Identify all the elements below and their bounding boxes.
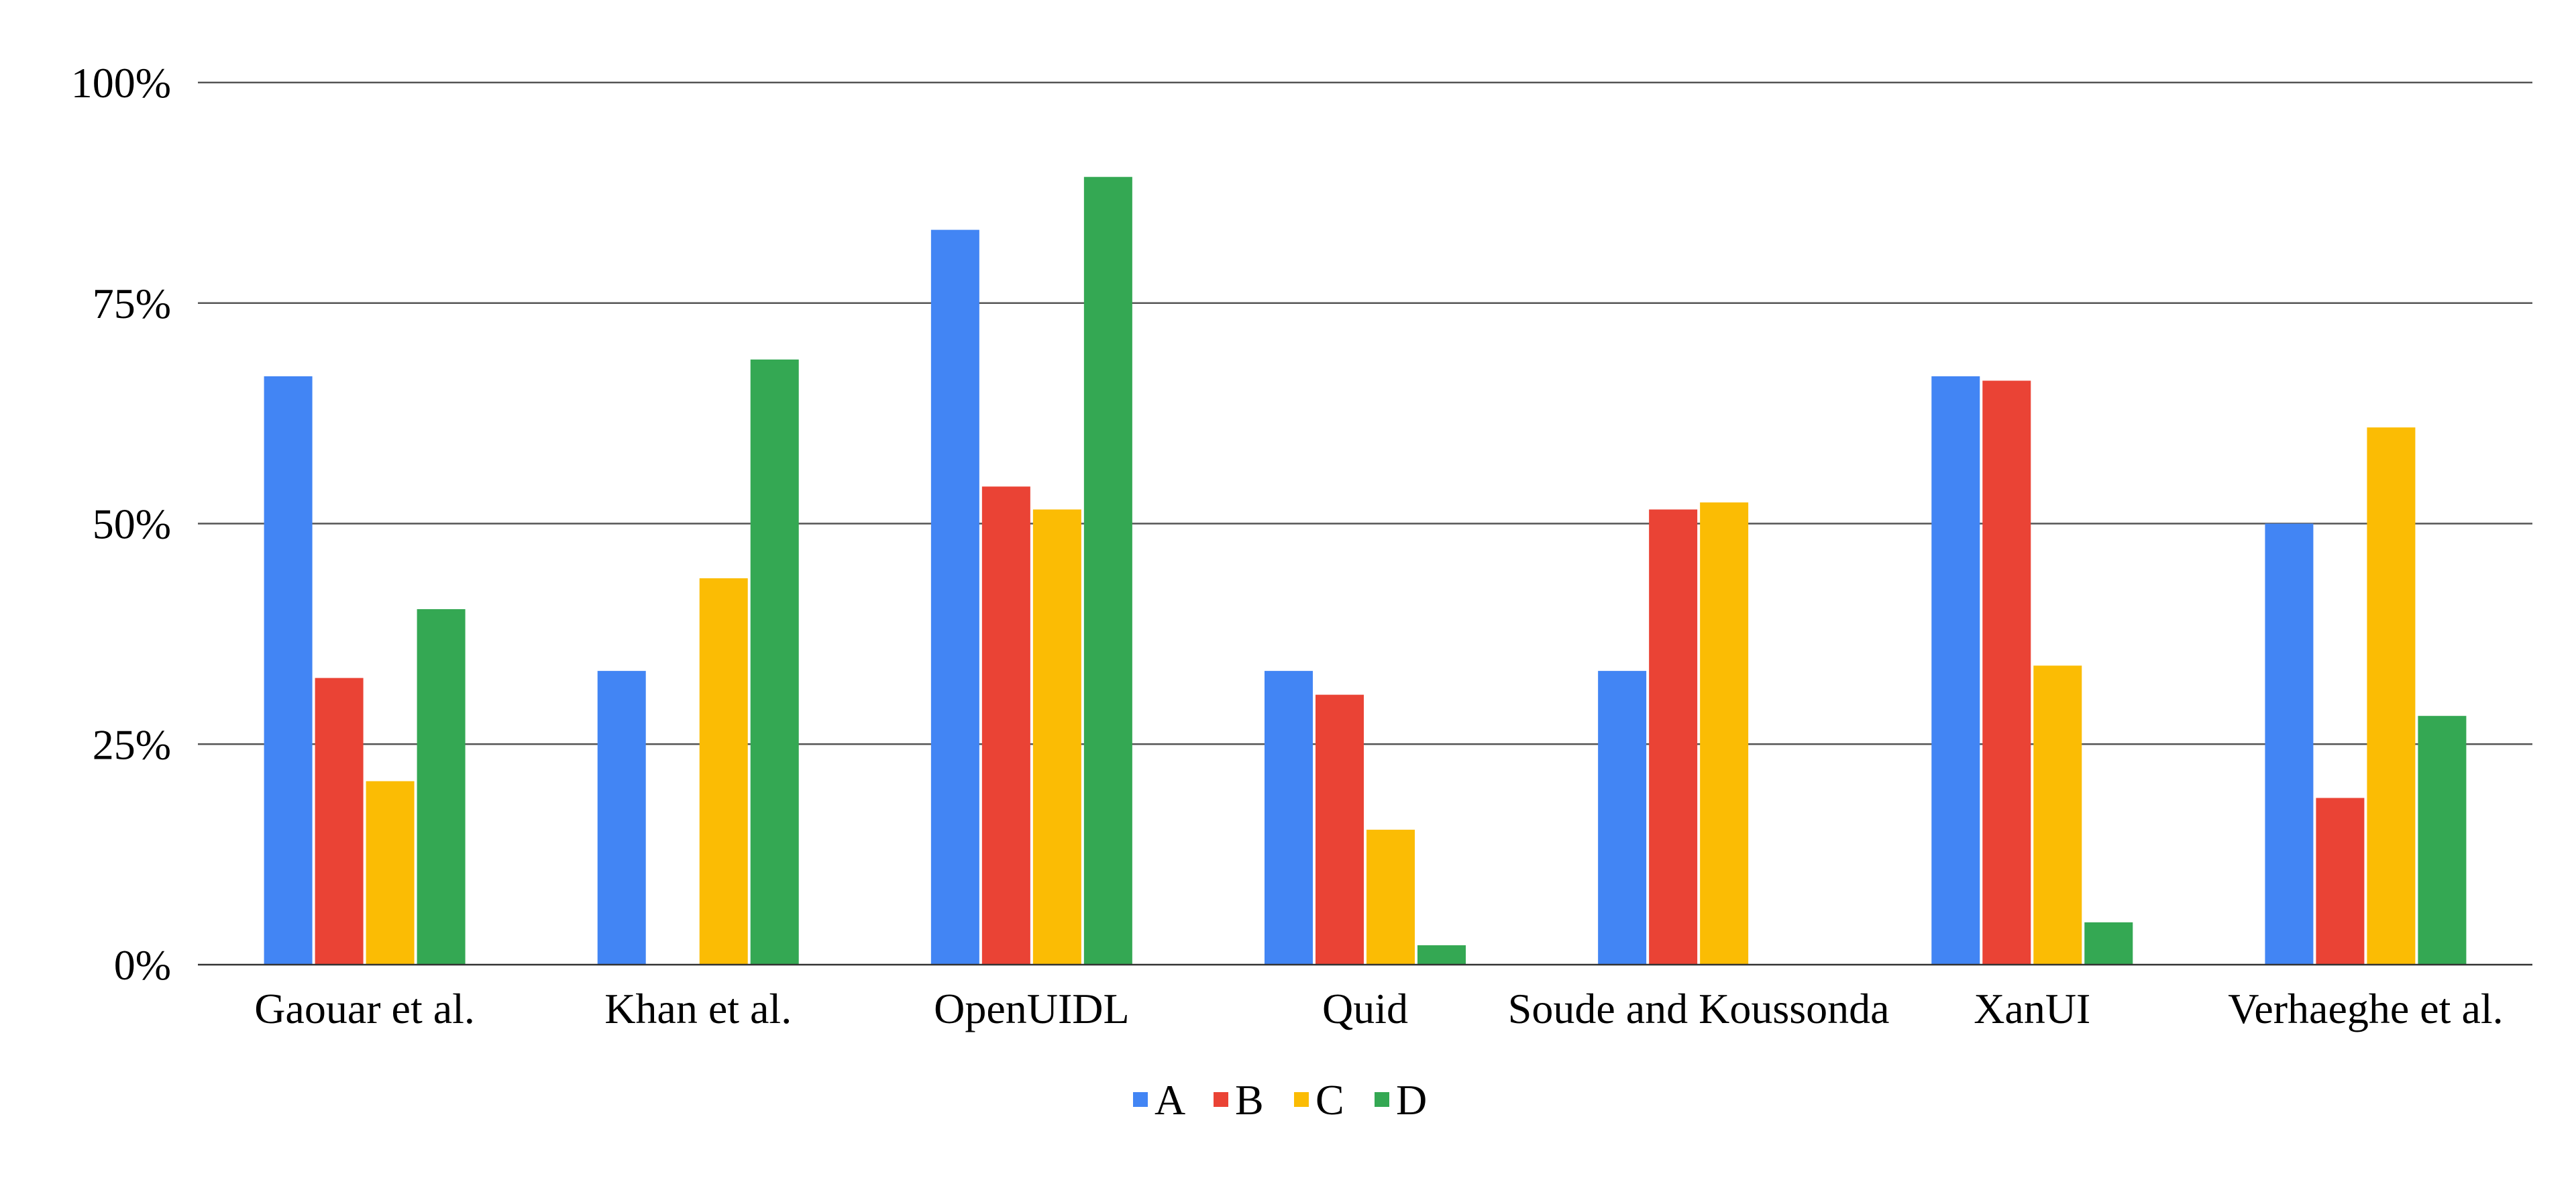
bar-c-gaouar-et-al (366, 781, 415, 965)
bar-b-quid (1316, 694, 1364, 965)
bar-d-khan-et-al (750, 359, 799, 965)
bars (264, 176, 2467, 965)
y-tick-label: 100% (71, 59, 171, 107)
x-category-label: Quid (1322, 985, 1408, 1032)
bar-d-quid (1417, 945, 1466, 965)
bar-a-soude-and-koussonda (1598, 671, 1647, 965)
bar-d-xanui (2084, 922, 2133, 965)
y-tick-label: 0% (114, 941, 171, 989)
bar-c-verhaeghe-et-al (2367, 427, 2416, 965)
legend-swatch-a (1133, 1092, 1148, 1107)
bar-b-soude-and-koussonda (1649, 509, 1698, 965)
bar-a-gaouar-et-al (264, 376, 313, 965)
legend-swatch-c (1294, 1092, 1309, 1107)
x-category-label: OpenUIDL (934, 985, 1129, 1032)
legend-label-b: B (1235, 1076, 1264, 1124)
legend-label-d: D (1396, 1076, 1427, 1124)
y-axis-tick-labels: 0% 25% 50% 75% 100% (71, 59, 171, 989)
bar-a-khan-et-al (597, 671, 646, 965)
bar-b-gaouar-et-al (315, 678, 364, 965)
x-category-label: Soude and Koussonda (1508, 985, 1890, 1032)
bar-d-verhaeghe-et-al (2418, 716, 2467, 965)
bar-c-openuidl (1032, 509, 1081, 965)
bar-c-khan-et-al (699, 578, 748, 965)
legend-swatch-d (1375, 1092, 1389, 1107)
legend-label-c: C (1316, 1076, 1344, 1124)
bar-b-xanui (1982, 380, 2031, 965)
y-tick-label: 75% (93, 280, 171, 327)
bar-c-soude-and-koussonda (1700, 502, 1749, 965)
bar-d-gaouar-et-al (417, 609, 466, 965)
bar-a-quid (1265, 671, 1313, 965)
legend-swatch-b (1214, 1092, 1228, 1107)
y-tick-label: 25% (93, 720, 171, 768)
x-axis-category-labels: Gaouar et al. Khan et al. OpenUIDL Quid Soud… (254, 985, 2503, 1032)
bar-a-openuidl (930, 229, 979, 965)
legend-label-a: A (1155, 1076, 1185, 1124)
x-category-label: XanUI (1974, 985, 2090, 1032)
x-category-label: Khan et al. (604, 985, 792, 1032)
x-category-label: Verhaeghe et al. (2228, 985, 2503, 1032)
bar-a-xanui (1931, 376, 1980, 965)
bar-c-quid (1366, 829, 1415, 965)
x-category-label: Gaouar et al. (254, 985, 475, 1032)
y-tick-label: 50% (93, 500, 171, 548)
legend: A B C D (1133, 1076, 1427, 1124)
bar-b-verhaeghe-et-al (2316, 798, 2365, 965)
bar-d-openuidl (1083, 176, 1132, 965)
bar-c-xanui (2033, 665, 2082, 965)
bar-b-openuidl (981, 486, 1030, 965)
bar-a-verhaeghe-et-al (2265, 523, 2314, 965)
gridlines (198, 81, 2532, 745)
